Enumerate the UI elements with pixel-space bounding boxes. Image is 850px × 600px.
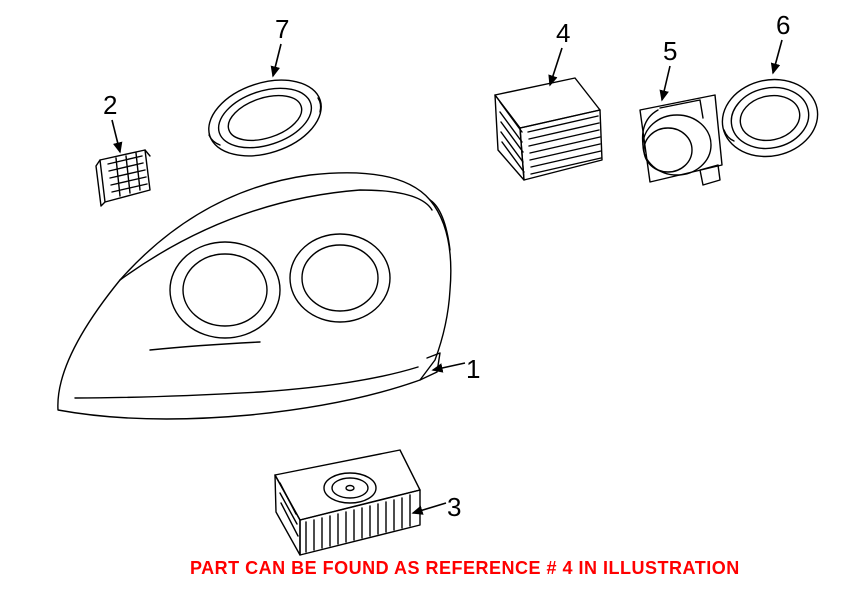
callout-arrow-5 [662,66,670,100]
part-finned-module [495,78,602,180]
parts-illustration [0,0,850,600]
callout-label-6: 6 [776,10,790,41]
footer-reference-text: PART CAN BE FOUND AS REFERENCE # 4 IN IL… [190,558,740,579]
callout-label-4: 4 [556,18,570,49]
callout-arrow-7 [273,44,281,76]
callout-arrow-3 [413,503,446,513]
callout-arrow-6 [773,40,782,73]
part-oval-seal-left [199,67,331,169]
callout-label-1: 1 [466,354,480,385]
callout-arrow-4 [550,48,562,85]
callout-label-2: 2 [103,90,117,121]
callout-label-5: 5 [663,36,677,67]
diagram-canvas: 1 2 3 4 5 6 7 PART CAN BE FOUND AS REFERENCE #… [0,0,850,600]
callout-arrow-2 [112,120,120,152]
part-motor-housing [640,95,722,185]
callout-label-7: 7 [275,14,289,45]
part-headlight-assembly [58,173,451,419]
part-small-grille-module [96,150,150,206]
callout-arrows [112,40,782,513]
part-control-box [275,450,420,555]
part-oval-seal-right [715,71,825,165]
callout-label-3: 3 [447,492,461,523]
